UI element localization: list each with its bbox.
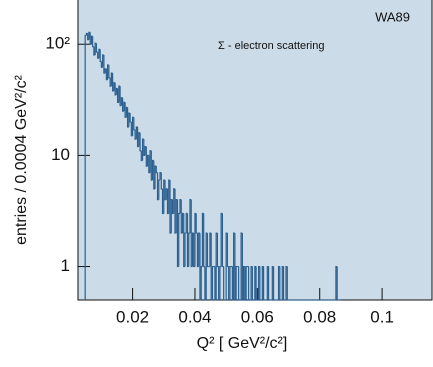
histogram-bin <box>173 188 175 214</box>
x-tick-label: 0.08 <box>303 307 336 326</box>
histogram-bin <box>122 97 124 112</box>
histogram-bin <box>179 199 182 214</box>
histogram-bin <box>259 266 262 301</box>
histogram-bin <box>251 266 254 301</box>
histogram-bin <box>141 138 144 161</box>
histogram-bin <box>92 36 94 48</box>
histogram-bin <box>262 266 265 301</box>
histogram-bin <box>178 212 180 267</box>
histogram-bin <box>105 68 108 81</box>
histogram-bin <box>206 233 209 268</box>
histogram-bin <box>119 86 122 107</box>
histogram-bin <box>336 266 339 301</box>
histogram-bin <box>235 265 238 300</box>
histogram-bin <box>184 232 187 267</box>
histogram-bin <box>211 265 214 300</box>
y-tick-label: 10² <box>45 34 70 53</box>
histogram-bin <box>145 146 148 167</box>
histogram-bin <box>282 266 285 301</box>
histogram-bin <box>148 155 151 174</box>
histogram-bin <box>238 266 240 301</box>
histogram-bin <box>114 82 117 96</box>
histogram-bin <box>131 116 134 136</box>
histogram-bin <box>130 121 133 137</box>
histogram-bin <box>272 266 275 301</box>
histogram-bin <box>277 265 280 300</box>
histogram-bin <box>99 49 102 63</box>
histogram-bin <box>138 132 141 147</box>
histogram-bin <box>175 199 178 234</box>
histogram-bin <box>85 32 88 36</box>
histogram-bin <box>143 139 146 156</box>
histogram-bin <box>126 107 129 128</box>
histogram-bin <box>286 266 289 301</box>
x-axis-title: Q² [ GeV²/c²] <box>197 335 288 352</box>
histogram-bin <box>279 266 282 301</box>
histogram-bin <box>161 188 164 215</box>
x-tick-label: 0.02 <box>116 307 149 326</box>
histogram-bin <box>281 265 284 300</box>
histogram-bin <box>165 188 168 200</box>
histogram-bin <box>125 106 128 118</box>
x-tick-label: 0.1 <box>370 307 394 326</box>
histogram-bin <box>335 265 338 300</box>
histogram-bin <box>163 179 166 214</box>
histogram-bin <box>174 188 177 234</box>
histogram-bin <box>221 213 224 268</box>
y-axis-title: entries / 0.0004 GeV²/c² <box>13 74 30 245</box>
histogram-bin <box>226 233 229 268</box>
histogram-bin <box>110 72 113 87</box>
histogram-bin <box>223 266 225 301</box>
histogram-bin <box>254 265 257 300</box>
histogram-bin <box>285 265 288 300</box>
histogram-bin <box>171 199 174 215</box>
histogram-bin <box>248 266 250 301</box>
histogram-bin <box>229 265 232 300</box>
histogram-bin <box>169 180 172 234</box>
histogram-bin <box>261 265 264 300</box>
histogram-bin <box>189 199 192 234</box>
histogram-bin <box>123 101 126 112</box>
y-tick-label: 10 <box>51 145 70 164</box>
y-tick-label: 1 <box>61 256 70 275</box>
annotation: Σ - electron scattering <box>218 40 324 52</box>
x-tick-label: 0.04 <box>178 307 211 326</box>
histogram-bin <box>243 265 245 300</box>
histogram-bin <box>271 265 274 300</box>
histogram-bin <box>267 266 270 301</box>
histogram-bin <box>180 199 183 234</box>
histogram-bin <box>255 266 258 301</box>
histogram-bin <box>128 112 131 128</box>
histogram-bin <box>266 265 269 300</box>
histogram-bin <box>87 33 89 41</box>
histogram-bin <box>129 113 132 123</box>
histogram-bin <box>160 172 163 190</box>
histogram-bin <box>216 233 219 268</box>
histogram-bin <box>84 34 87 300</box>
plot-area <box>77 0 433 301</box>
histogram-bin <box>168 179 171 214</box>
histogram-bin <box>203 213 205 268</box>
histogram-bin <box>257 265 260 300</box>
histogram-bin <box>136 127 139 148</box>
histogram-bin <box>151 159 154 181</box>
histogram-bin <box>112 73 114 92</box>
histogram-bin <box>98 48 101 59</box>
histogram-bin <box>250 265 253 300</box>
histogram-bin <box>188 232 190 267</box>
histogram-bin <box>166 188 169 215</box>
histogram-bin <box>170 199 173 234</box>
x-tick-label: 0.06 <box>241 307 274 326</box>
annotation: WA89 <box>375 9 410 24</box>
histogram-bin <box>245 265 248 300</box>
histogram-bin <box>102 54 104 68</box>
